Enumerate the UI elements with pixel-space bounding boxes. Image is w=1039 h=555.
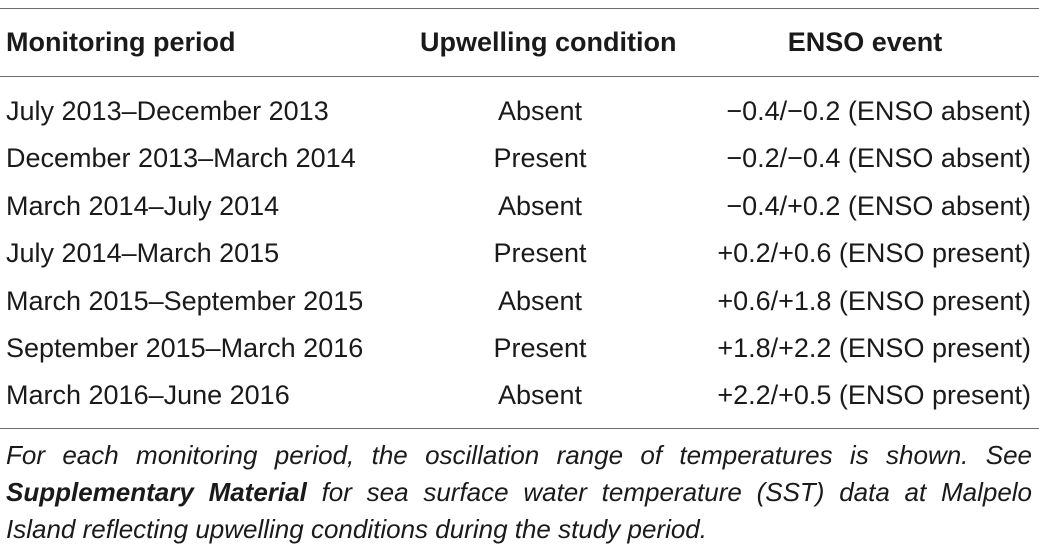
cell-period: March 2016–June 2016: [6, 380, 290, 410]
footnote-text-end: for sea surface water temperature (SST) …: [6, 477, 1033, 544]
cell-enso: −0.4/−0.2 (ENSO absent): [726, 96, 1031, 126]
cell-enso: −0.2/−0.4 (ENSO absent): [726, 143, 1031, 173]
cell-enso: +2.2/+0.5 (ENSO present): [717, 380, 1031, 410]
cell-period: December 2013–March 2014: [6, 143, 356, 173]
table-row: December 2013–March 2014 Present −0.2/−0…: [0, 135, 1039, 182]
cell-period: July 2014–March 2015: [6, 238, 280, 268]
table-row: March 2014–July 2014 Absent −0.4/+0.2 (E…: [0, 183, 1039, 230]
table-footnote: For each monitoring period, the oscillat…: [6, 437, 1032, 548]
table-row: July 2013–December 2013 Absent −0.4/−0.2…: [0, 88, 1039, 135]
cell-period: September 2015–March 2016: [6, 333, 364, 363]
table-row: September 2015–March 2016 Present +1.8/+…: [0, 325, 1039, 372]
table-header-rule: [0, 76, 1039, 77]
header-enso-event: ENSO event: [787, 27, 943, 57]
cell-upwelling: Present: [493, 333, 587, 363]
cell-upwelling: Absent: [497, 380, 583, 410]
table-top-rule: [0, 8, 1039, 9]
table-header-row: Monitoring period Upwelling condition EN…: [0, 18, 1039, 66]
cell-period: March 2015–September 2015: [6, 286, 364, 316]
cell-enso: +0.6/+1.8 (ENSO present): [717, 286, 1031, 316]
supplementary-material-link[interactable]: Supplementary Material: [6, 477, 307, 507]
header-monitoring-period: Monitoring period: [6, 27, 236, 57]
cell-period: July 2013–December 2013: [6, 96, 329, 126]
cell-upwelling: Absent: [497, 191, 583, 221]
table-row: March 2015–September 2015 Absent +0.6/+1…: [0, 278, 1039, 325]
cell-upwelling: Present: [493, 238, 587, 268]
table-row: July 2014–March 2015 Present +0.2/+0.6 (…: [0, 230, 1039, 277]
cell-enso: −0.4/+0.2 (ENSO absent): [726, 191, 1031, 221]
footnote-text-start: For each monitoring period, the oscillat…: [6, 440, 1032, 470]
cell-upwelling: Absent: [497, 286, 583, 316]
table-row: March 2016–June 2016 Absent +2.2/+0.5 (E…: [0, 372, 1039, 419]
cell-upwelling: Present: [493, 143, 587, 173]
cell-enso: +0.2/+0.6 (ENSO present): [717, 238, 1031, 268]
header-upwelling-condition: Upwelling condition: [420, 27, 677, 57]
cell-upwelling: Absent: [497, 96, 583, 126]
cell-period: March 2014–July 2014: [6, 191, 280, 221]
table-bottom-rule: [0, 428, 1039, 429]
cell-enso: +1.8/+2.2 (ENSO present): [717, 333, 1031, 363]
